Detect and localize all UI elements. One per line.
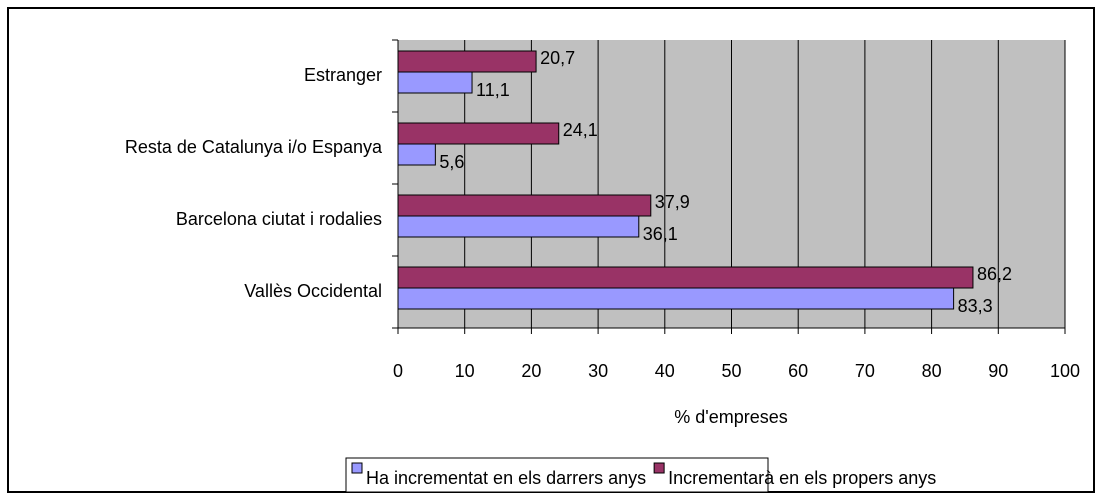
x-tick-label: 50 — [721, 361, 741, 381]
value-label: 86,2 — [977, 264, 1012, 284]
y-tick-label: Barcelona ciutat i rodalies — [176, 209, 382, 229]
bar — [397, 194, 652, 217]
value-label: 36,1 — [643, 224, 678, 244]
x-tick-label: 0 — [393, 361, 403, 381]
value-label: 11,1 — [476, 80, 510, 100]
value-label: 20,7 — [540, 48, 575, 68]
x-tick-label: 80 — [922, 361, 942, 381]
bar — [397, 266, 974, 289]
x-tick-label: 30 — [588, 361, 608, 381]
bar — [397, 122, 560, 145]
bar — [397, 50, 537, 73]
x-tick-label: 10 — [455, 361, 475, 381]
y-tick-label: Resta de Catalunya i/o Espanya — [125, 137, 383, 157]
legend-box — [345, 457, 769, 493]
bar — [397, 143, 436, 166]
value-label: 24,1 — [563, 120, 598, 140]
value-label: 83,3 — [958, 296, 993, 316]
y-tick-label: Estranger — [304, 65, 382, 85]
legend-label: Ha incrementat en els darrers anys — [366, 468, 646, 488]
x-tick-label: 20 — [521, 361, 541, 381]
bar — [397, 215, 640, 238]
x-tick-label: 60 — [788, 361, 808, 381]
x-axis-title: % d'empreses — [674, 407, 787, 427]
bar — [397, 71, 473, 94]
x-tick-label: 100 — [1050, 361, 1080, 381]
value-label: 37,9 — [655, 192, 690, 212]
y-tick-label: Vallès Occidental — [244, 281, 382, 301]
x-tick-label: 40 — [655, 361, 675, 381]
legend-swatch — [653, 462, 665, 474]
bar — [397, 287, 955, 310]
value-label: 5,6 — [439, 152, 464, 172]
x-tick-label: 90 — [988, 361, 1008, 381]
legend-swatch — [351, 462, 363, 474]
x-tick-label: 70 — [855, 361, 875, 381]
legend-label: Incrementarà en els propers anys — [668, 468, 936, 488]
